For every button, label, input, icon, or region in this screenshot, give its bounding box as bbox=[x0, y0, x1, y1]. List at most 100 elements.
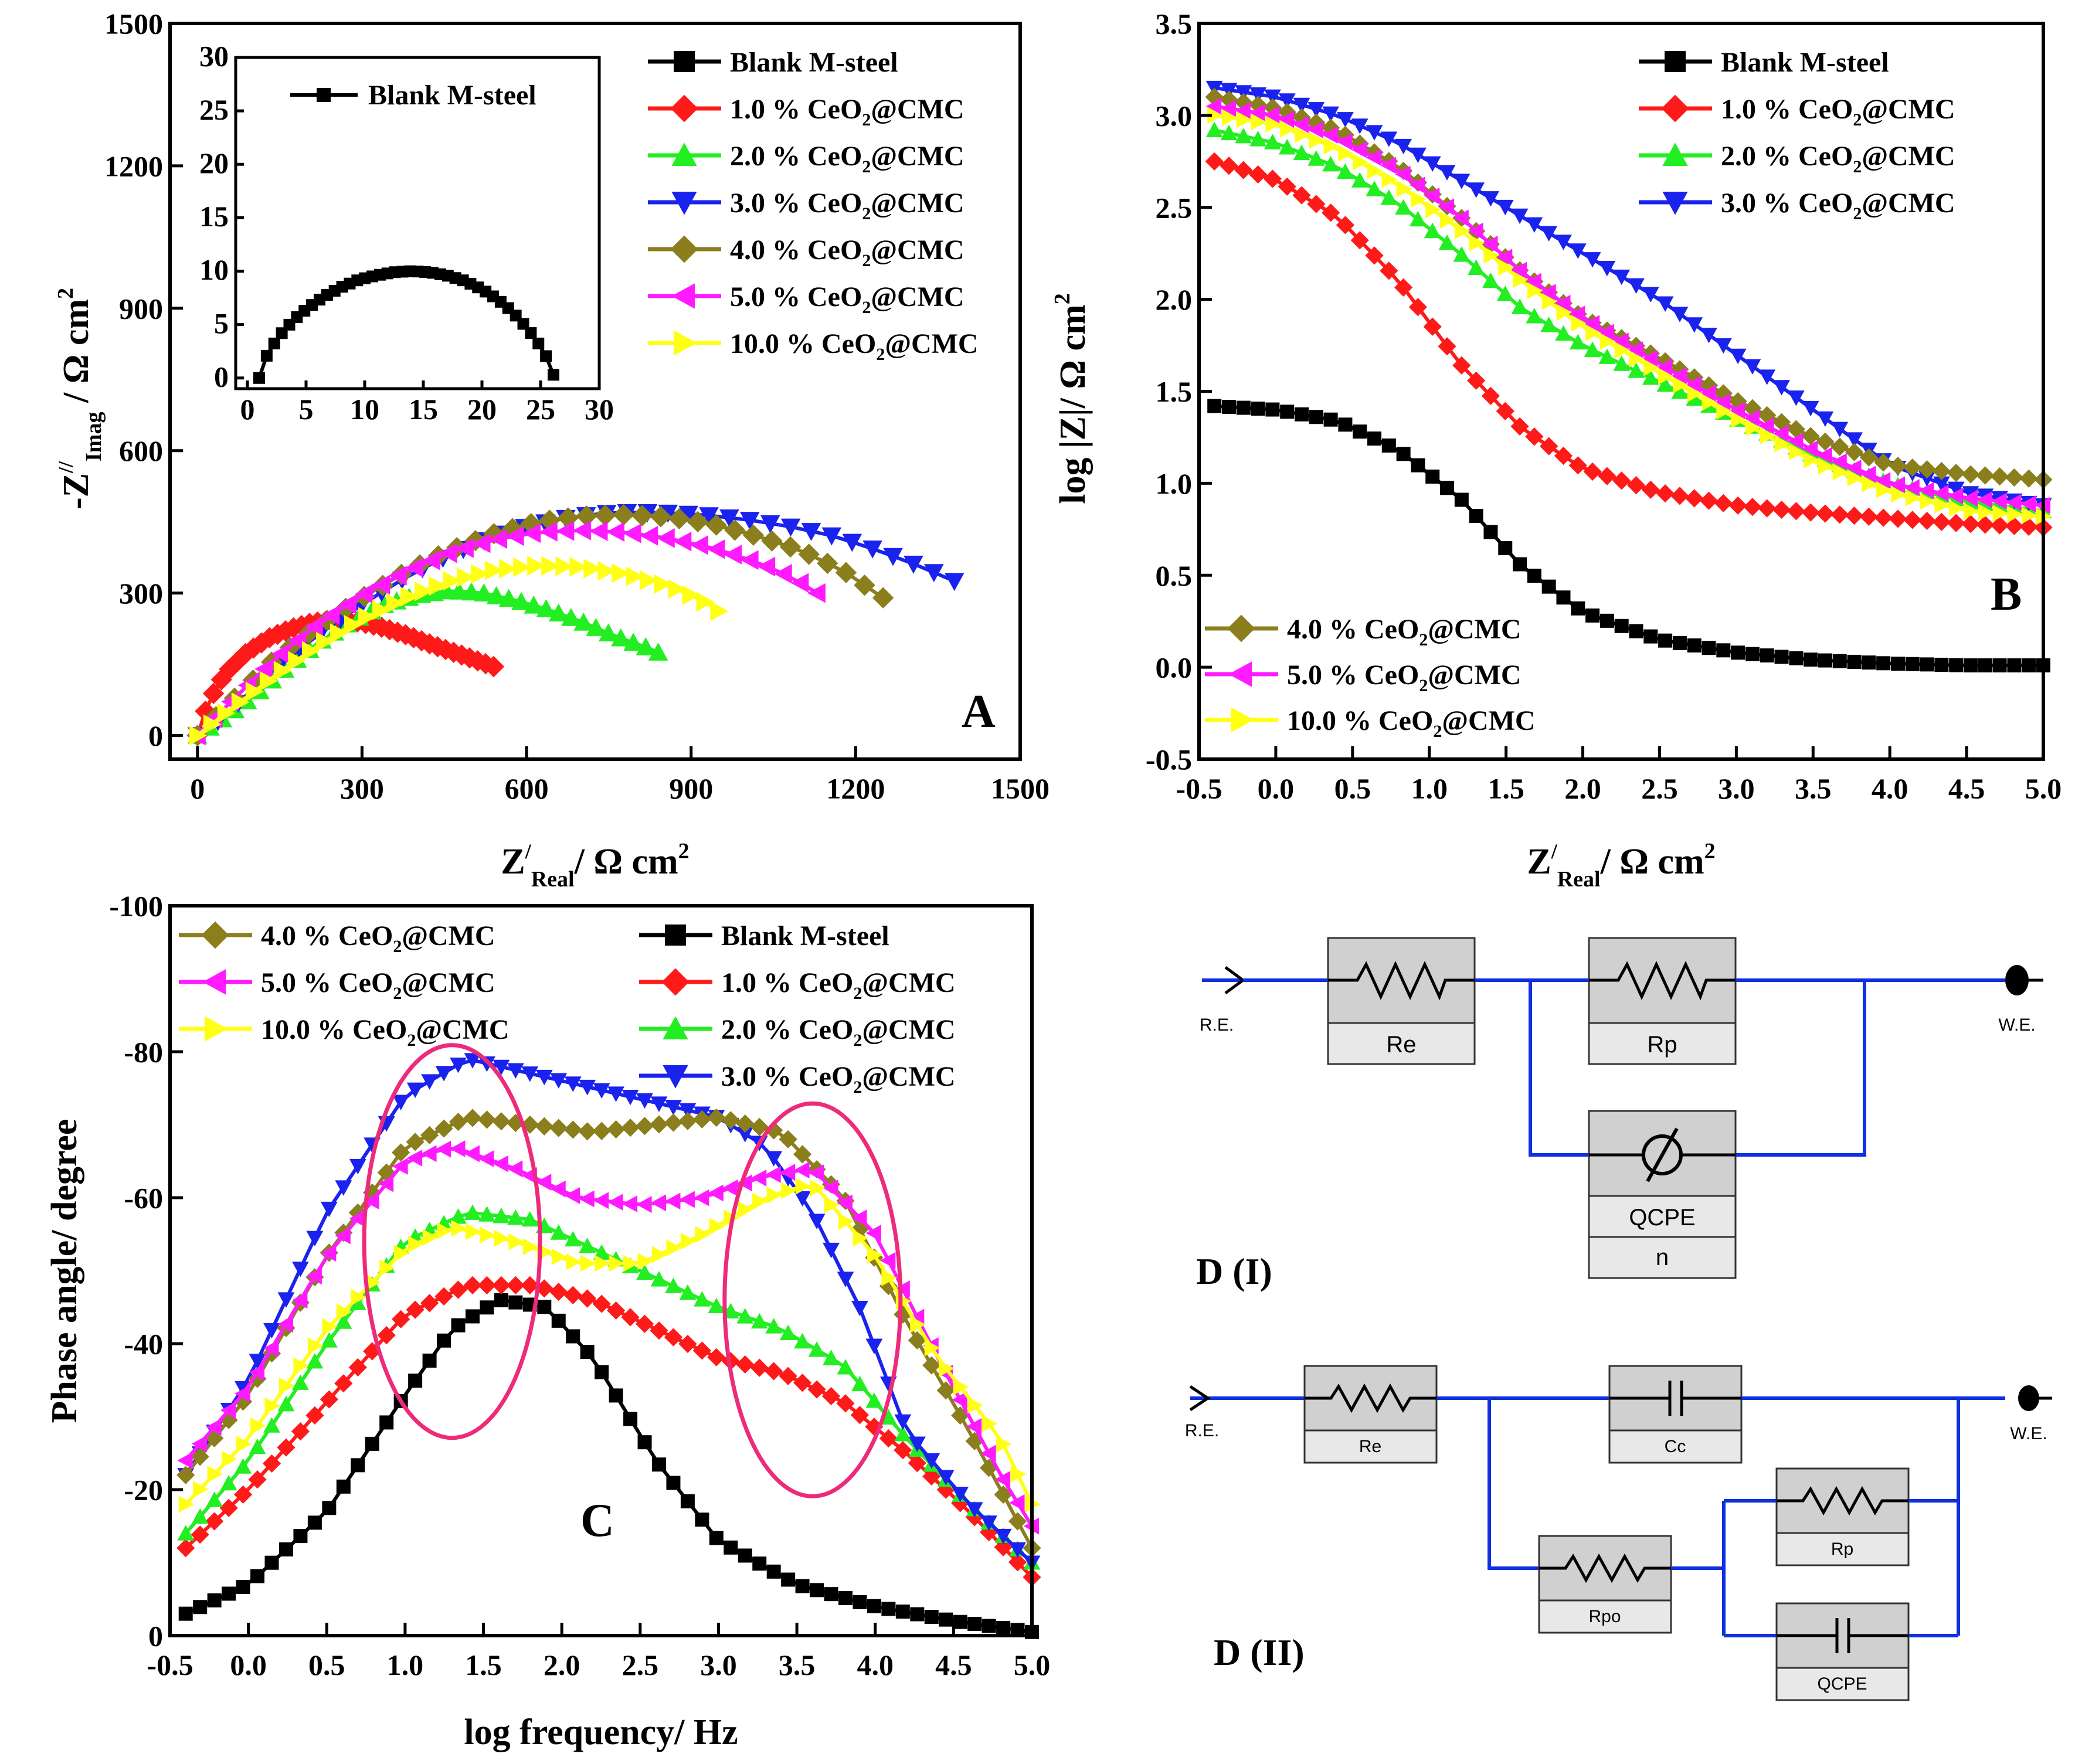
panel-b-legend-label-c1: 1.0 % CeO2@CMC bbox=[1721, 94, 1955, 130]
panel-b-point-c4 bbox=[2005, 468, 2023, 487]
panel-c-point-c4 bbox=[908, 1331, 926, 1350]
panel-c-point-c10 bbox=[250, 1417, 266, 1435]
panel-c-point-c4 bbox=[262, 1344, 281, 1363]
panel-c-point-c1 bbox=[277, 1438, 296, 1457]
panel-c-point-c2 bbox=[736, 1308, 754, 1324]
panel-c-xtick-label: 5.0 bbox=[1014, 1649, 1051, 1681]
panel-a-xtick-label: 0 bbox=[190, 772, 205, 805]
panel-c-point-c1 bbox=[850, 1406, 870, 1425]
panel-b-point-blank bbox=[1832, 654, 1847, 668]
panel-b-point-c1 bbox=[1772, 500, 1791, 519]
panel-c-point-c4 bbox=[420, 1126, 439, 1145]
panel-b-point-c5 bbox=[1613, 332, 1629, 350]
panel-b-point-c5 bbox=[1598, 324, 1614, 341]
panel-c-point-c5 bbox=[622, 1195, 638, 1212]
panel-a-legend-label-blank: Blank M-steel bbox=[730, 47, 898, 78]
panel-c-point-blank bbox=[336, 1479, 351, 1494]
panel-c-point-c5 bbox=[823, 1180, 838, 1197]
c2-wire-branch bbox=[1488, 1398, 1539, 1570]
panel-b-point-blank bbox=[1818, 653, 1832, 668]
panel-c-point-c4 bbox=[477, 1110, 497, 1129]
panel-b-point-blank bbox=[1702, 641, 1716, 655]
panel-b-point-c1 bbox=[1889, 509, 1907, 528]
panel-b-point-c3 bbox=[1308, 102, 1325, 118]
c2-cpe-label-box bbox=[1775, 1667, 1910, 1701]
panel-c-point-c3 bbox=[894, 1414, 912, 1430]
panel-c-point-c10 bbox=[566, 1253, 582, 1270]
panel-a-point-c2 bbox=[474, 583, 494, 602]
panel-a-point-c10 bbox=[429, 576, 447, 596]
panel-c-point-c4 bbox=[592, 1121, 611, 1140]
panel-c-point-c10 bbox=[752, 1192, 768, 1210]
panel-c-point-c10 bbox=[522, 1238, 539, 1256]
panel-c-point-c1 bbox=[707, 1348, 726, 1367]
panel-c-point-c3 bbox=[464, 1053, 481, 1069]
panel-b-point-c2 bbox=[1526, 308, 1543, 324]
panel-b-point-c5 bbox=[1991, 492, 2007, 510]
panel-b-point-c5 bbox=[1395, 165, 1411, 183]
panel-b-point-c3 bbox=[1351, 118, 1368, 134]
panel-c-point-c3 bbox=[292, 1261, 309, 1277]
panel-c-point-c2 bbox=[349, 1294, 366, 1310]
panel-b-point-c1 bbox=[1263, 169, 1282, 188]
panel-c-point-blank bbox=[551, 1313, 566, 1328]
inset-point-blank bbox=[540, 350, 552, 362]
inset-point-blank bbox=[548, 369, 559, 381]
c1-cpe-label: QCPE bbox=[1629, 1205, 1695, 1231]
panel-b-point-c2 bbox=[1351, 172, 1368, 188]
panel-b-point-c1 bbox=[1787, 502, 1805, 521]
panel-c-ellipses bbox=[362, 1043, 903, 1498]
panel-a-legend-label-c1: 1.0 % CeO2@CMC bbox=[730, 94, 965, 130]
panel-c-point-blank bbox=[651, 1457, 666, 1472]
panel-b-point-blank bbox=[1221, 400, 1236, 414]
panel-c-point-c4 bbox=[191, 1447, 209, 1466]
panel-c-point-c10 bbox=[709, 1218, 725, 1235]
panel-b-point-c1 bbox=[2005, 516, 2023, 535]
panel-a-point-c3 bbox=[883, 548, 903, 566]
panel-c-point-blank bbox=[422, 1353, 437, 1368]
panel-c-point-c10 bbox=[222, 1450, 237, 1468]
panel-b-point-blank bbox=[1585, 608, 1600, 623]
inset-legend-marker bbox=[317, 88, 331, 102]
panel-c-point-c10 bbox=[953, 1378, 969, 1396]
panel-b-point-c5 bbox=[1496, 249, 1513, 266]
panel-b-point-c1 bbox=[1728, 496, 1747, 515]
panel-c-point-blank bbox=[953, 1615, 967, 1629]
panel-c-point-c5 bbox=[249, 1364, 265, 1381]
panel-a-point-c10 bbox=[527, 556, 546, 576]
panel-b-point-c10 bbox=[1498, 259, 1514, 276]
panel-b-legend-label-c10: 10.0 % CeO2@CMC bbox=[1287, 705, 1536, 741]
panel-a-point-c4 bbox=[798, 543, 820, 565]
panel-c-point-blank bbox=[236, 1580, 250, 1595]
panel-b-point-c3 bbox=[1511, 208, 1529, 225]
panel-c-point-blank bbox=[379, 1415, 394, 1430]
panel-b-xtick-label: 3.5 bbox=[1795, 772, 1832, 805]
panel-b-point-c2 bbox=[1613, 355, 1631, 371]
panel-b-point-c2 bbox=[1584, 341, 1601, 357]
panel-b-point-blank bbox=[1498, 541, 1513, 556]
panel-a-ytick-label: 0 bbox=[148, 719, 163, 752]
panel-b-point-c5 bbox=[1249, 104, 1265, 121]
panel-a-point-c5 bbox=[522, 523, 541, 543]
panel-c-point-c5 bbox=[865, 1224, 881, 1242]
panel-c-xtick-label: 0.5 bbox=[308, 1649, 345, 1681]
panel-c-point-blank bbox=[824, 1587, 838, 1602]
panel-b-point-c4 bbox=[1365, 143, 1384, 162]
panel-b-point-c10 bbox=[1541, 293, 1558, 310]
panel-c-point-c2 bbox=[507, 1209, 524, 1225]
panel-b-point-c10 bbox=[1513, 271, 1529, 288]
panel-b-point-c1 bbox=[1394, 278, 1413, 297]
panel-a-xtick-label: 600 bbox=[505, 772, 549, 805]
panel-a-point-c10 bbox=[273, 661, 292, 681]
panel-b-point-blank bbox=[1804, 652, 1818, 667]
panel-b-point-c3 bbox=[1671, 307, 1689, 322]
panel-a-point-c5 bbox=[304, 617, 323, 637]
panel-a-point-c3 bbox=[801, 523, 821, 541]
panel-c-point-c4 bbox=[750, 1117, 769, 1136]
panel-b-point-blank bbox=[1847, 654, 1862, 669]
panel-a-point-c10 bbox=[710, 601, 729, 621]
panel-a-ytick-label: 300 bbox=[119, 577, 163, 610]
panel-a-point-c10 bbox=[583, 559, 602, 579]
panel-a-point-c2 bbox=[586, 618, 606, 636]
